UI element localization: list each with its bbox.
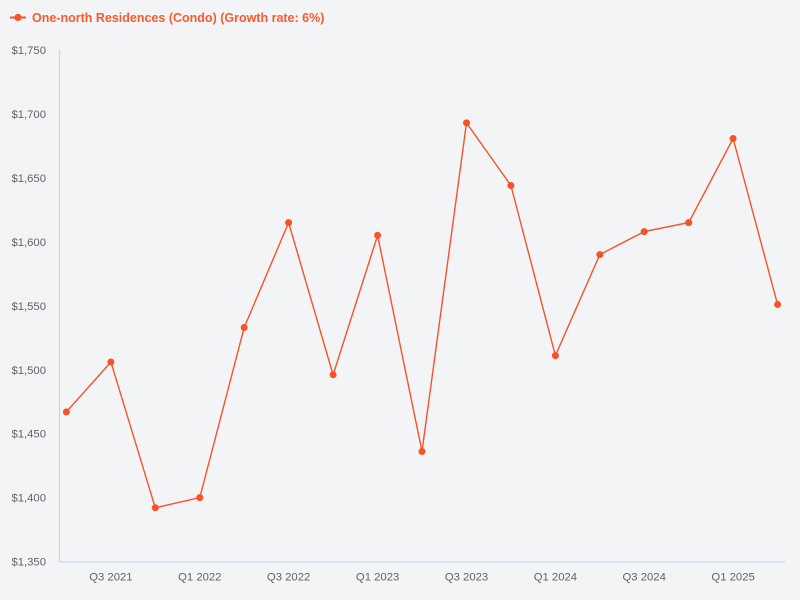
svg-text:$1,400: $1,400 bbox=[11, 493, 46, 505]
svg-text:$1,500: $1,500 bbox=[11, 365, 46, 377]
svg-text:$1,750: $1,750 bbox=[11, 45, 46, 57]
svg-text:Q1 2025: Q1 2025 bbox=[711, 572, 754, 584]
svg-text:$1,550: $1,550 bbox=[11, 301, 46, 313]
svg-text:$1,650: $1,650 bbox=[11, 173, 46, 185]
svg-text:Q3 2023: Q3 2023 bbox=[445, 572, 488, 584]
svg-text:One-north Residences (Condo) (: One-north Residences (Condo) (Growth rat… bbox=[32, 11, 324, 25]
svg-text:$1,600: $1,600 bbox=[11, 237, 46, 249]
svg-text:$1,450: $1,450 bbox=[11, 429, 46, 441]
svg-text:Q3 2022: Q3 2022 bbox=[267, 572, 310, 584]
svg-text:Q1 2022: Q1 2022 bbox=[178, 572, 221, 584]
svg-text:Q1 2023: Q1 2023 bbox=[356, 572, 399, 584]
svg-text:Q3 2021: Q3 2021 bbox=[89, 572, 132, 584]
svg-text:Q3 2024: Q3 2024 bbox=[623, 572, 666, 584]
svg-text:$1,350: $1,350 bbox=[11, 557, 46, 569]
svg-text:$1,700: $1,700 bbox=[11, 109, 46, 121]
svg-text:Q1 2024: Q1 2024 bbox=[534, 572, 577, 584]
